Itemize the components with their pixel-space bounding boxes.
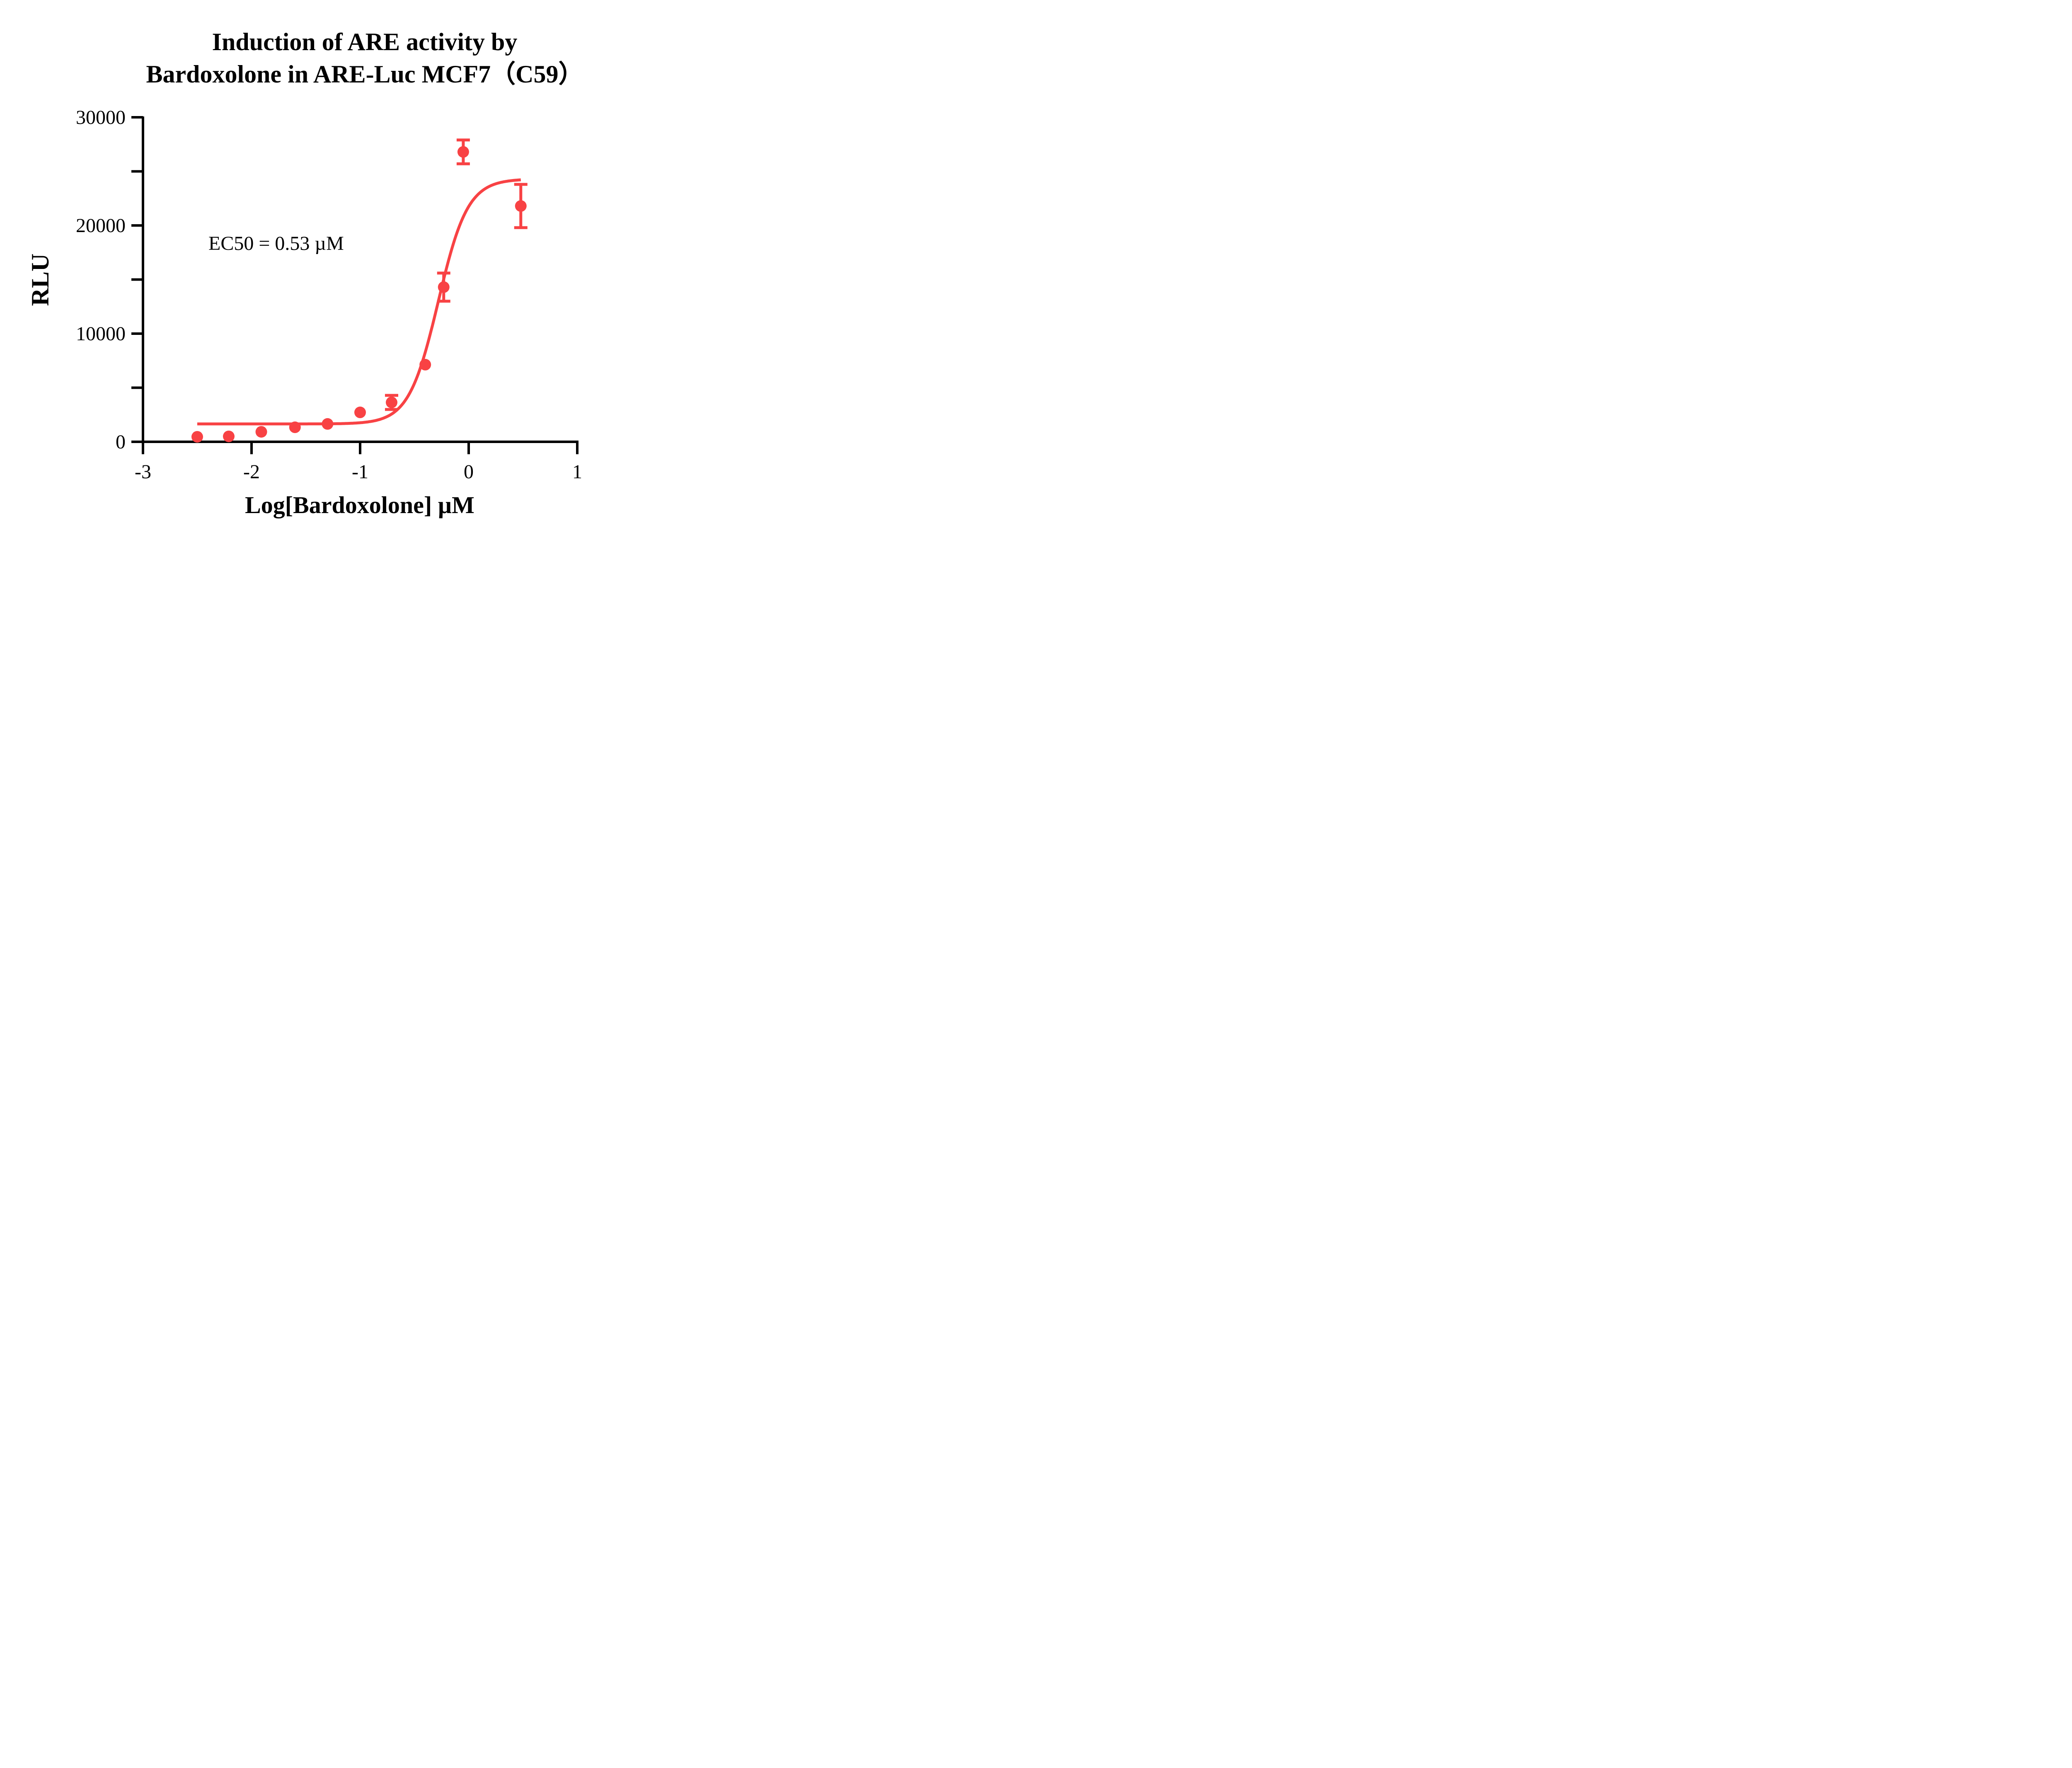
y-tick-label: 0 xyxy=(116,431,126,453)
x-tick-label: 0 xyxy=(464,461,474,483)
x-tick-label: -1 xyxy=(352,461,368,483)
chart-title: Induction of ARE activity by Bardoxolone… xyxy=(95,26,634,90)
axes: 0 10000 20000 30000 -3 -2 -1 0 1 xyxy=(76,107,582,483)
data-point xyxy=(385,396,397,408)
x-tick-label: -3 xyxy=(135,461,151,483)
x-tick-label: 1 xyxy=(572,461,582,483)
data-point xyxy=(419,358,431,371)
data-point xyxy=(322,418,334,430)
chart-title-line-2: Bardoxolone in ARE-Luc MCF7（C59） xyxy=(146,61,583,88)
data-point xyxy=(438,281,450,293)
y-tick-label: 30000 xyxy=(76,107,126,128)
data-point xyxy=(191,431,203,443)
data-point xyxy=(457,146,469,158)
y-tick-label: 20000 xyxy=(76,215,126,237)
data-point xyxy=(354,407,366,419)
data-point xyxy=(255,426,267,438)
y-tick-label: 10000 xyxy=(76,323,126,345)
data-point xyxy=(289,421,301,434)
fit-curve xyxy=(197,178,521,426)
data-point xyxy=(223,430,235,442)
fit-curve-line xyxy=(197,178,521,426)
data-points xyxy=(191,138,528,443)
chart-title-line-1: Induction of ARE activity by xyxy=(212,28,518,56)
ec50-annotation: EC50 = 0.53 µM xyxy=(208,233,344,254)
data-point xyxy=(515,200,527,212)
x-axis-label: Log[Bardoxolone] µM xyxy=(245,492,474,518)
x-tick-label: -2 xyxy=(243,461,260,483)
y-axis-label: RLU xyxy=(27,254,54,306)
